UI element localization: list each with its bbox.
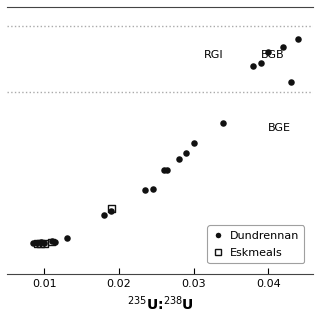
Point — [38, 239, 43, 244]
Point — [191, 140, 196, 146]
Text: RGI: RGI — [204, 50, 223, 60]
Point — [34, 241, 39, 246]
Point — [109, 206, 114, 211]
X-axis label: $^{235}$U:$^{238}$U: $^{235}$U:$^{238}$U — [126, 294, 194, 313]
Point — [53, 239, 58, 244]
Point — [42, 241, 47, 246]
Text: BGB: BGB — [261, 50, 284, 60]
Point — [165, 167, 170, 172]
Point — [30, 241, 36, 246]
Point — [150, 186, 155, 191]
Point — [109, 209, 114, 214]
Point — [184, 150, 189, 155]
Point — [296, 36, 301, 42]
Point — [142, 187, 148, 192]
Point — [176, 156, 181, 162]
Point — [221, 121, 226, 126]
Point — [266, 50, 271, 55]
Point — [281, 44, 286, 50]
Point — [49, 239, 54, 244]
Legend: Dundrennan, Eskmeals: Dundrennan, Eskmeals — [207, 225, 304, 263]
Point — [49, 238, 54, 243]
Point — [161, 167, 166, 172]
Point — [251, 63, 256, 68]
Point — [42, 240, 47, 245]
Point — [101, 213, 107, 218]
Text: BGE: BGE — [268, 123, 291, 133]
Point — [38, 241, 43, 246]
Point — [258, 60, 263, 66]
Point — [288, 79, 293, 84]
Point — [34, 241, 39, 246]
Point — [64, 236, 69, 241]
